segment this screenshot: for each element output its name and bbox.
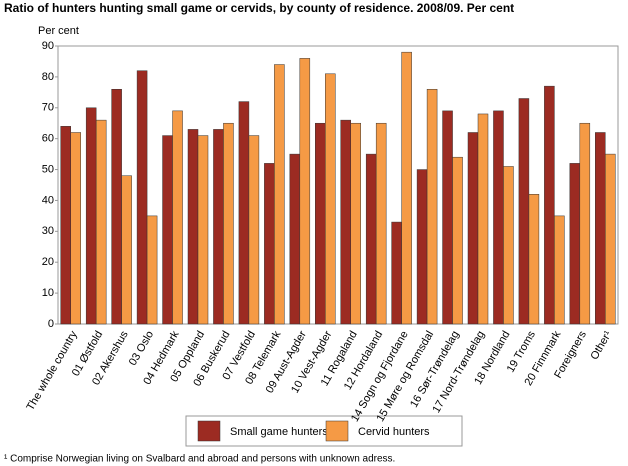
bar <box>85 107 97 325</box>
y-tick-label: 40 <box>42 194 54 206</box>
bar <box>375 122 387 325</box>
bar <box>70 132 81 325</box>
bar <box>223 122 234 325</box>
bar <box>401 51 412 325</box>
bar <box>197 135 209 325</box>
bar <box>493 110 504 325</box>
bar <box>340 119 351 325</box>
bar <box>264 163 275 325</box>
bar <box>95 119 107 325</box>
legend-frame <box>185 415 463 447</box>
bar <box>544 85 555 325</box>
footnote: ¹ Comprise Norwegian living on Svalbard … <box>4 454 395 465</box>
bar <box>442 110 453 325</box>
bar <box>569 163 581 325</box>
bar <box>350 122 361 325</box>
y-tick-label: 60 <box>42 133 54 145</box>
plot-frame <box>57 45 619 325</box>
bar <box>391 221 402 325</box>
x-tick-label: Other¹ <box>588 329 614 362</box>
chart-title: Ratio of hunters hunting small game or c… <box>4 1 514 15</box>
bar <box>605 153 616 325</box>
bar <box>554 215 565 325</box>
bar <box>518 98 530 325</box>
bar <box>146 215 158 325</box>
bar <box>315 122 326 325</box>
y-tick-label: 70 <box>42 102 54 114</box>
bar <box>503 166 514 325</box>
bar <box>467 132 479 325</box>
bar <box>426 88 438 325</box>
y-tick-label: 30 <box>42 225 54 237</box>
legend-swatch <box>197 420 221 442</box>
bar <box>452 156 463 325</box>
bar <box>289 153 301 325</box>
y-axis-label: Per cent <box>38 25 79 37</box>
bar <box>579 122 591 325</box>
bar <box>274 64 285 325</box>
y-tick-label: 10 <box>42 287 54 299</box>
bar <box>162 135 173 325</box>
bar <box>416 169 428 325</box>
y-tick-label: 20 <box>42 256 54 268</box>
bar <box>325 73 336 325</box>
legend-label: Small game hunters <box>230 426 328 438</box>
bar <box>187 129 199 325</box>
y-tick-label: 90 <box>42 40 54 52</box>
bar <box>136 70 148 325</box>
bar <box>213 129 224 325</box>
bar <box>299 58 311 325</box>
bar <box>238 101 250 325</box>
bar <box>111 88 122 325</box>
y-tick-label: 0 <box>48 318 54 330</box>
bar <box>477 113 489 325</box>
bar <box>60 126 71 325</box>
bar <box>595 132 606 325</box>
bar <box>365 153 377 325</box>
bar <box>528 194 540 325</box>
y-tick-label: 50 <box>42 163 54 175</box>
legend-label: Cervid hunters <box>358 426 430 438</box>
bar <box>172 110 183 325</box>
legend-swatch <box>325 420 349 442</box>
y-tick-label: 80 <box>42 71 54 83</box>
bar <box>248 135 260 325</box>
bar <box>121 175 132 325</box>
